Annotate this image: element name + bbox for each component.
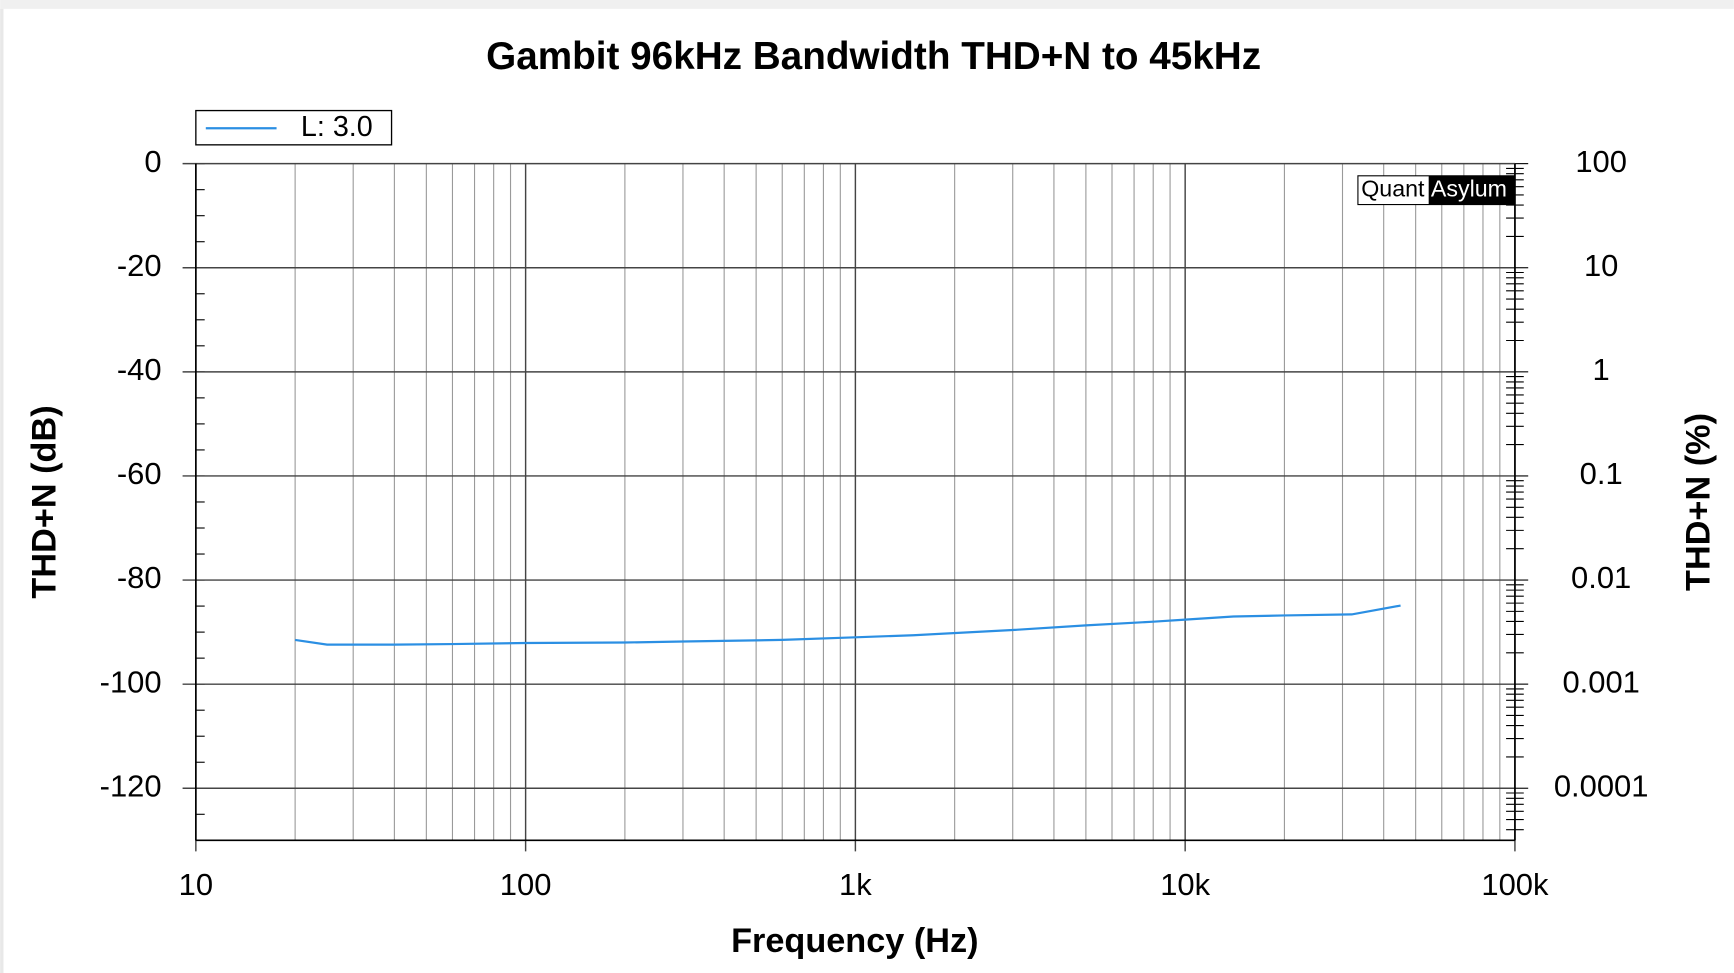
y-tick-label: -40: [117, 352, 162, 387]
y2-tick-label: 0.0001: [1554, 768, 1649, 803]
data-line: [294, 604, 1401, 646]
y2-tick-label: 0.001: [1562, 664, 1639, 699]
x-tick-label: 10: [179, 867, 213, 902]
chart-title: Gambit 96kHz Bandwidth THD+N to 45kHz: [486, 35, 1261, 78]
x-tick-label: 100: [500, 867, 552, 902]
y2-tick-label: 100: [1575, 144, 1627, 179]
top-band: [0, 0, 1734, 9]
x-tick-label: 1k: [839, 867, 872, 902]
y-tick-label: -20: [117, 248, 162, 283]
watermark-text: Asylum: [1431, 175, 1507, 201]
y2-axis-label: THD+N (%): [1680, 413, 1718, 591]
y2-tick-label: 0.1: [1580, 456, 1623, 491]
watermark-text: Quant: [1361, 175, 1425, 201]
legend-label: L: 3.0: [301, 111, 373, 143]
y2-tick-label: 0.01: [1571, 560, 1631, 595]
left-edge: [0, 8, 4, 973]
y2-tick-label: 1: [1593, 352, 1610, 387]
x-axis-label: Frequency (Hz): [731, 922, 979, 960]
y-axis-label: THD+N (dB): [26, 405, 64, 598]
y2-tick-label: 10: [1584, 248, 1618, 283]
y-tick-label: -60: [117, 456, 162, 491]
y-tick-label: -80: [117, 560, 162, 595]
y-tick-label: 0: [144, 144, 161, 179]
x-tick-label: 100k: [1481, 867, 1549, 902]
x-tick-label: 10k: [1160, 867, 1210, 902]
y-tick-label: -120: [100, 768, 162, 803]
watermark-dark: [1428, 175, 1515, 205]
y-tick-label: -100: [100, 664, 162, 699]
